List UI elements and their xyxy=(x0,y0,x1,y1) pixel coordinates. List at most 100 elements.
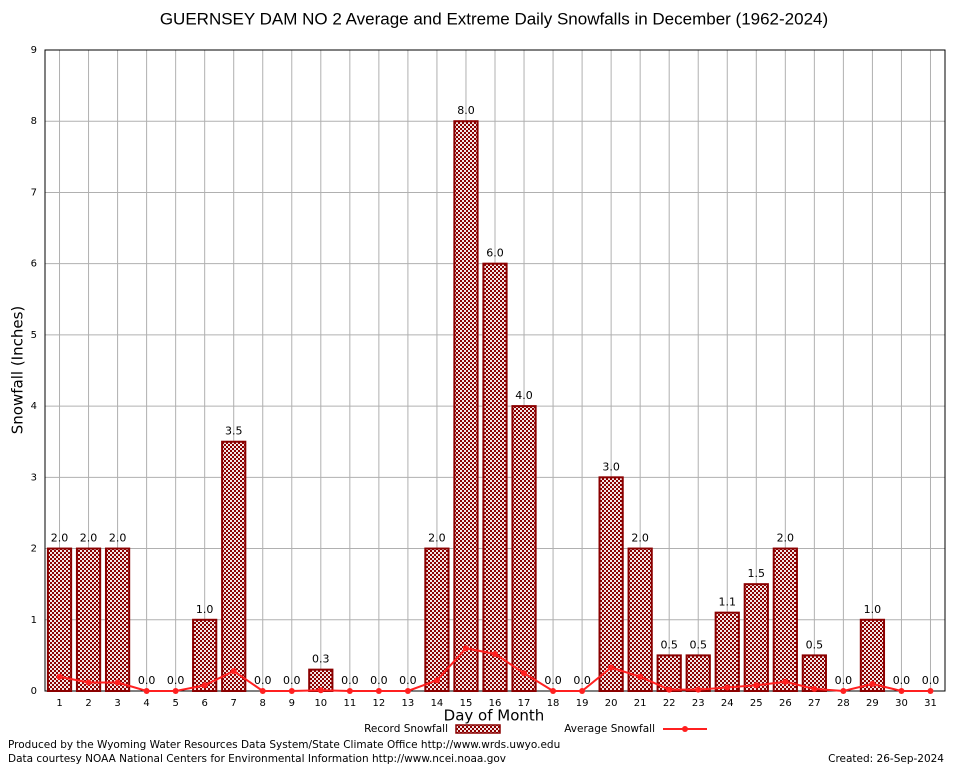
bar xyxy=(627,547,653,692)
average-point xyxy=(317,687,324,694)
y-tick-label: 5 xyxy=(31,330,37,341)
average-point xyxy=(927,688,934,694)
bar xyxy=(482,262,508,692)
x-tick-label: 16 xyxy=(489,698,502,709)
average-point xyxy=(172,688,179,694)
average-point xyxy=(288,688,295,694)
x-tick-label: 26 xyxy=(779,698,792,709)
average-point xyxy=(56,673,63,680)
bar xyxy=(801,654,827,693)
average-point xyxy=(724,684,731,691)
bar xyxy=(424,547,450,692)
footer-note: Produced by the Wyoming Water Resources … xyxy=(8,739,560,751)
x-tick-label: 12 xyxy=(373,698,386,709)
x-tick-label: 21 xyxy=(634,698,647,709)
value-label: 1.0 xyxy=(196,603,214,616)
value-label: 0.0 xyxy=(283,674,301,687)
x-tick-label: 4 xyxy=(143,698,149,709)
x-tick-label: 29 xyxy=(866,698,879,709)
x-tick-label: 6 xyxy=(201,698,207,709)
x-tick-label: 3 xyxy=(114,698,120,709)
legend-label: Average Snowfall xyxy=(564,723,655,735)
chart-title: GUERNSEY DAM NO 2 Average and Extreme Da… xyxy=(160,9,828,28)
value-label: 0.5 xyxy=(806,638,824,651)
average-point xyxy=(462,645,469,652)
bar xyxy=(511,405,537,692)
average-point xyxy=(346,688,353,694)
average-point xyxy=(579,688,586,694)
average-point xyxy=(230,668,237,675)
x-tick-label: 1 xyxy=(56,698,62,709)
y-tick-label: 2 xyxy=(31,544,37,555)
average-point xyxy=(550,688,557,694)
average-point xyxy=(782,678,789,685)
bar xyxy=(714,611,740,693)
x-tick-label: 5 xyxy=(172,698,178,709)
value-label: 1.0 xyxy=(864,603,882,616)
y-tick-label: 8 xyxy=(31,116,37,127)
x-tick-label: 31 xyxy=(924,698,937,709)
x-tick-label: 14 xyxy=(431,698,444,709)
value-label: 2.0 xyxy=(428,532,446,545)
x-tick-label: 7 xyxy=(231,698,237,709)
x-tick-label: 15 xyxy=(460,698,473,709)
x-tick-label: 8 xyxy=(260,698,266,709)
value-label: 3.5 xyxy=(225,425,243,438)
x-tick-label: 28 xyxy=(837,698,850,709)
value-label: 0.0 xyxy=(922,674,940,687)
value-label: 2.0 xyxy=(631,532,649,545)
x-tick-label: 22 xyxy=(663,698,676,709)
average-point xyxy=(840,688,847,694)
value-label: 0.0 xyxy=(138,674,156,687)
value-label: 0.0 xyxy=(341,674,359,687)
average-point xyxy=(811,685,818,692)
value-label: 0.0 xyxy=(893,674,911,687)
value-label: 1.5 xyxy=(748,567,766,580)
value-label: 0.0 xyxy=(370,674,388,687)
average-point xyxy=(753,682,760,689)
bar xyxy=(453,120,479,692)
bar xyxy=(221,440,247,692)
x-tick-label: 23 xyxy=(692,698,705,709)
y-tick-label: 9 xyxy=(31,45,37,56)
footer-note: Data courtesy NOAA National Centers for … xyxy=(8,753,506,765)
y-tick-label: 6 xyxy=(31,259,37,270)
x-tick-label: 25 xyxy=(750,698,763,709)
value-label: 0.0 xyxy=(573,674,591,687)
bar xyxy=(859,618,886,692)
value-label: 4.0 xyxy=(515,389,533,402)
bar xyxy=(772,547,798,692)
value-label: 0.0 xyxy=(399,674,417,687)
value-label: 8.0 xyxy=(457,104,475,117)
x-tick-label: 17 xyxy=(518,698,531,709)
value-label: 2.0 xyxy=(51,532,69,545)
bar xyxy=(192,618,218,692)
average-point xyxy=(695,686,702,693)
y-tick-label: 0 xyxy=(31,686,37,697)
average-point xyxy=(201,682,208,689)
y-tick-label: 7 xyxy=(31,187,37,198)
value-label: 0.5 xyxy=(660,638,678,651)
legend-label: Record Snowfall xyxy=(364,723,448,735)
x-tick-label: 24 xyxy=(721,698,734,709)
value-label: 0.0 xyxy=(835,674,853,687)
y-axis-label: Snowfall (Inches) xyxy=(9,306,27,434)
bar xyxy=(46,547,73,692)
average-point xyxy=(404,688,411,694)
average-point xyxy=(898,688,905,694)
average-point xyxy=(521,670,528,677)
y-tick-label: 1 xyxy=(31,615,37,626)
bar xyxy=(104,547,131,692)
bar xyxy=(75,547,102,692)
x-tick-label: 11 xyxy=(343,698,356,709)
x-tick-label: 2 xyxy=(85,698,91,709)
average-point xyxy=(433,677,440,684)
value-label: 0.5 xyxy=(689,638,707,651)
x-tick-label: 20 xyxy=(605,698,618,709)
value-label: 0.0 xyxy=(167,674,185,687)
average-point xyxy=(85,679,92,686)
legend-swatch xyxy=(682,726,688,732)
x-axis-label: Day of Month xyxy=(444,707,545,725)
average-point xyxy=(114,679,121,686)
